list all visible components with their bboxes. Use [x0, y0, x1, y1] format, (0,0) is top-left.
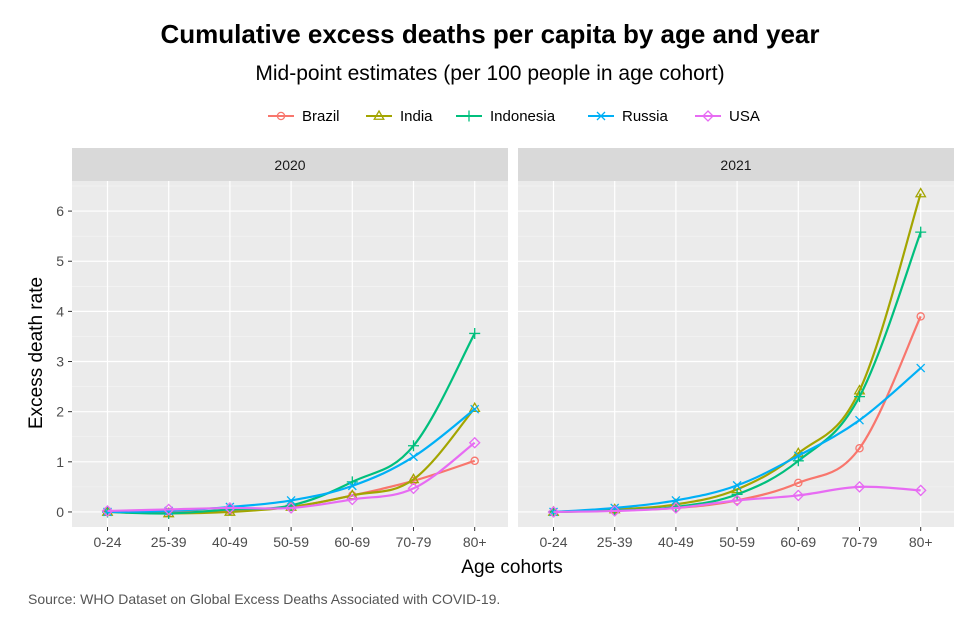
data-point-usa — [731, 494, 744, 507]
x-tick-label: 25-39 — [597, 534, 633, 550]
data-point-indonesia — [469, 327, 481, 339]
data-point-russia — [916, 363, 926, 373]
data-point-usa — [608, 505, 621, 517]
y-tick-label: 6 — [56, 203, 64, 219]
legend-key-marker — [373, 109, 385, 120]
data-point-india — [914, 187, 927, 198]
y-tick-label: 0 — [56, 504, 64, 520]
data-point-usa — [468, 436, 481, 449]
data-point-russia — [732, 480, 742, 490]
x-axis-title: Age cohorts — [461, 557, 562, 578]
data-point-usa — [853, 480, 866, 493]
facet-strip — [72, 148, 508, 181]
data-point-usa — [101, 505, 114, 517]
data-point-indonesia — [408, 440, 419, 452]
y-tick-label: 1 — [56, 454, 64, 470]
legend-key-marker — [702, 110, 714, 122]
data-point-indonesia — [731, 488, 743, 500]
series-usa — [101, 436, 481, 517]
facet-panels: 2020 0-24 25-39 40-49 50-59 60-69 70-79 80+ 0 1 2 3… — [56, 148, 954, 550]
series-line-india — [553, 193, 922, 514]
x-tick-label: 80+ — [463, 534, 487, 550]
legend-item-brazil: Brazil — [268, 108, 340, 125]
caption: Source: WHO Dataset on Global Excess Dea… — [28, 591, 500, 607]
data-point-usa — [407, 482, 420, 495]
legend: Brazil India Indonesia Russia USA — [268, 108, 760, 125]
series-line-usa — [553, 485, 921, 514]
data-point-usa — [792, 489, 805, 502]
data-point-russia — [671, 495, 681, 505]
y-tick-label: 2 — [56, 404, 64, 420]
x-tick-label: 50-59 — [273, 534, 309, 550]
data-point-russia — [409, 452, 418, 462]
x-tick-label: 60-69 — [780, 534, 816, 550]
data-point-russia — [855, 415, 864, 425]
data-point-brazil — [794, 478, 803, 488]
y-tick-label: 3 — [56, 354, 64, 370]
plot-background — [72, 181, 508, 527]
legend-key-marker — [276, 111, 286, 121]
facet-strip-label: 2020 — [274, 157, 305, 173]
data-point-brazil — [470, 456, 479, 466]
data-point-russia — [793, 451, 803, 461]
facet-strip-label: 2021 — [720, 157, 751, 173]
legend-label: India — [400, 108, 433, 125]
data-point-usa — [162, 503, 175, 516]
legend-label: Russia — [622, 108, 669, 125]
plot-background — [518, 181, 954, 527]
legend-label: USA — [729, 108, 760, 125]
y-tick-label: 5 — [56, 253, 64, 269]
data-point-usa — [346, 493, 359, 506]
legend-item-india: India — [366, 108, 433, 125]
x-tick-label: 70-79 — [396, 534, 432, 550]
series-usa — [547, 480, 927, 518]
data-point-indonesia — [854, 391, 865, 403]
data-point-russia — [347, 481, 357, 491]
x-tick-label: 0-24 — [539, 534, 567, 550]
facet-strip — [518, 148, 954, 181]
panel-2021: 2021 0-24 25-39 40-49 50-59 60-69 70-79 80+ — [518, 148, 954, 550]
data-point-usa — [223, 502, 236, 514]
legend-label: Brazil — [302, 108, 340, 125]
x-tick-label: 50-59 — [719, 534, 755, 550]
legend-key-marker — [463, 110, 475, 122]
legend-item-russia: Russia — [588, 108, 669, 125]
y-axis-title: Excess death rate — [26, 277, 47, 429]
data-point-russia — [470, 404, 480, 414]
x-tick-label: 40-49 — [658, 534, 694, 550]
data-point-indonesia — [285, 499, 297, 511]
x-tick-label: 70-79 — [842, 534, 878, 550]
data-point-usa — [285, 502, 298, 514]
legend-label: Indonesia — [490, 108, 556, 125]
x-tick-label: 0-24 — [93, 534, 121, 550]
data-point-indonesia — [792, 455, 804, 467]
data-point-russia — [286, 495, 296, 505]
data-point-usa — [914, 484, 927, 497]
data-point-usa — [547, 506, 560, 518]
y-tick-label: 4 — [56, 303, 64, 319]
x-tick-label: 80+ — [909, 534, 933, 550]
data-point-indonesia — [915, 226, 927, 238]
series-line-usa — [107, 441, 476, 513]
x-tick-label: 40-49 — [212, 534, 248, 550]
legend-item-usa: USA — [695, 108, 760, 125]
data-point-usa — [669, 502, 682, 514]
panel-2020: 2020 0-24 25-39 40-49 50-59 60-69 70-79 80+ 0 1 2 3… — [56, 148, 508, 550]
chart-subtitle: Mid-point estimates (per 100 people in a… — [255, 62, 724, 85]
data-point-brazil — [855, 444, 864, 453]
x-tick-label: 60-69 — [334, 534, 370, 550]
x-tick-label: 25-39 — [151, 534, 187, 550]
data-point-brazil — [916, 312, 925, 321]
legend-item-indonesia: Indonesia — [456, 108, 556, 125]
chart-title: Cumulative excess deaths per capita by a… — [161, 19, 820, 49]
legend-key-marker — [596, 111, 606, 121]
